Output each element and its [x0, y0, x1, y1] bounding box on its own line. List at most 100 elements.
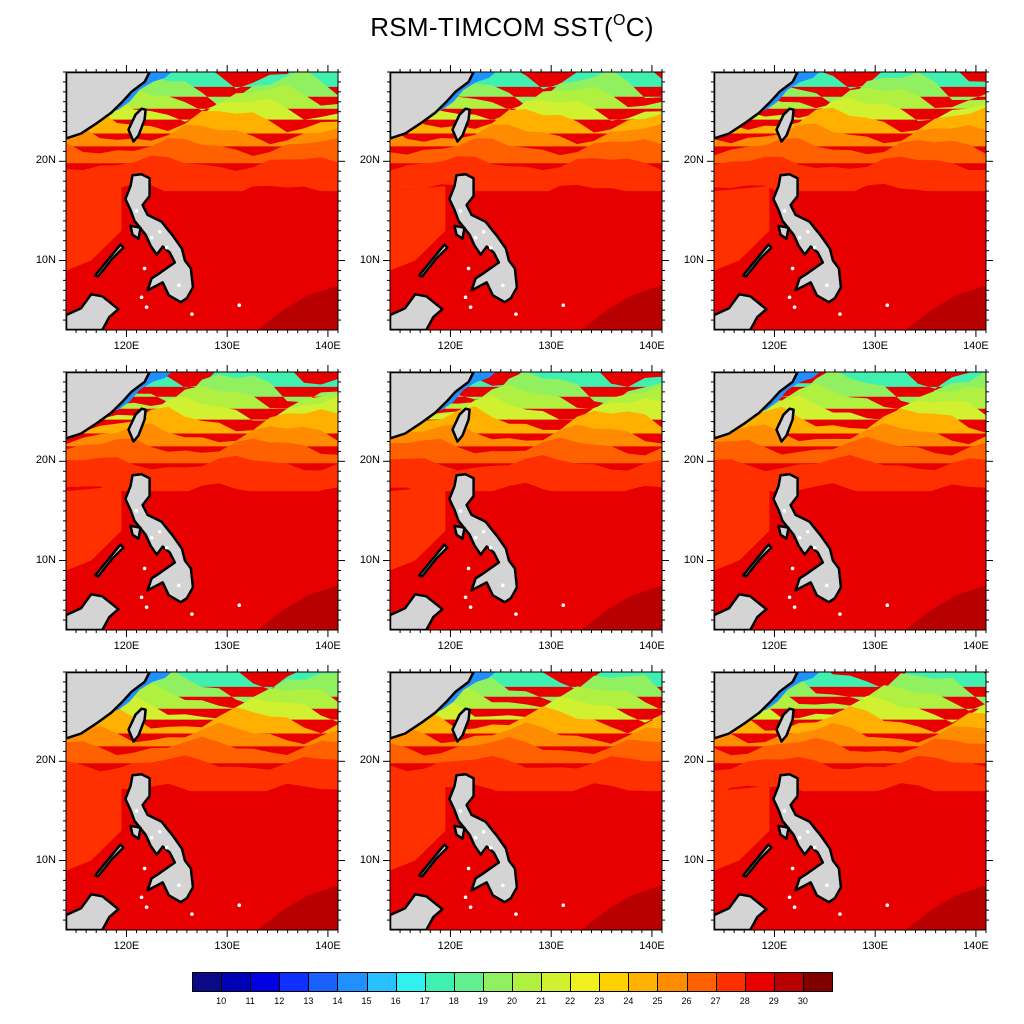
longitude-label: 130E: [538, 640, 565, 652]
island: [144, 905, 149, 909]
longitude-label: 140E: [315, 640, 341, 652]
mindoro: [129, 524, 142, 540]
south-china-sea: [390, 486, 446, 571]
china-coast: [66, 72, 151, 140]
latitude-label: 20N: [35, 754, 56, 767]
island: [466, 866, 471, 871]
sst-field: [383, 365, 669, 637]
mindoro: [777, 224, 790, 240]
colorbar-box: [424, 972, 455, 992]
colorbar-label: 13: [303, 996, 314, 1006]
sst-band: [714, 436, 986, 464]
sst-map-panel: 20N 10N 120E 130E 140E: [360, 65, 669, 352]
colorbar-box: [221, 972, 252, 992]
taiwan: [127, 707, 147, 743]
taiwan: [451, 707, 471, 743]
latitude-label: 20N: [359, 454, 380, 467]
taiwan: [775, 407, 795, 443]
palawan: [417, 543, 449, 578]
latitude-label: 10N: [35, 553, 56, 566]
island: [782, 209, 787, 213]
longitude-label: 120E: [113, 340, 140, 352]
colorbar-label: 21: [536, 996, 547, 1006]
sst-band: [66, 672, 338, 706]
colorbar-box: [541, 972, 572, 992]
island: [177, 583, 181, 588]
colorbar-box: [715, 972, 746, 992]
island: [481, 229, 486, 234]
island: [149, 835, 154, 840]
sst-map-panel: 20N 10N 120E 130E 140E: [36, 665, 345, 952]
island: [144, 605, 149, 609]
latitude-label: 10N: [683, 553, 704, 566]
china-coast: [66, 672, 151, 740]
warm-pool: [581, 885, 662, 930]
south-china-sea: [66, 486, 122, 571]
colorbar-box: [279, 972, 310, 992]
island: [164, 545, 169, 550]
colorbar-box: [570, 972, 601, 992]
colorbar-label: 12: [274, 996, 285, 1006]
borneo: [714, 293, 768, 330]
island: [142, 866, 147, 871]
china-coast: [390, 672, 475, 740]
colorbar-label: 15: [361, 996, 372, 1006]
south-china-sea: [390, 186, 446, 271]
longitude-label: 140E: [963, 940, 989, 952]
island: [501, 283, 505, 288]
philippines: [448, 172, 519, 304]
sst-band: [390, 737, 662, 764]
colorbar-label: 28: [739, 996, 750, 1006]
island: [458, 509, 463, 513]
taiwan: [127, 107, 147, 143]
island: [473, 535, 478, 540]
south-china-sea: [66, 786, 122, 871]
island: [134, 809, 139, 813]
warm-pool: [581, 285, 662, 330]
longitude-label: 120E: [761, 340, 788, 352]
island: [805, 529, 810, 534]
sst-field: [707, 365, 993, 637]
sst-band: [390, 84, 662, 110]
mindoro: [777, 524, 790, 540]
palawan: [741, 843, 773, 878]
longitude-label: 130E: [862, 340, 889, 352]
colorbar-label: 19: [477, 996, 488, 1006]
latitude-label: 10N: [359, 553, 380, 566]
borneo: [390, 293, 444, 330]
colorbar-box: [628, 972, 659, 992]
sst-field: [59, 65, 345, 337]
colorbar-label: 22: [565, 996, 576, 1006]
china-coast: [714, 372, 799, 440]
borneo: [66, 293, 120, 330]
colorbar-label: 25: [652, 996, 663, 1006]
island: [790, 866, 795, 871]
sst-band: [714, 684, 986, 711]
longitude-label: 120E: [437, 640, 464, 652]
island: [838, 312, 842, 316]
borneo: [66, 593, 120, 630]
warm-pool: [581, 585, 662, 630]
longitude-label: 140E: [963, 640, 989, 652]
island: [157, 829, 162, 834]
island: [885, 303, 890, 307]
colorbar-label: 16: [390, 996, 401, 1006]
philippines: [124, 172, 195, 304]
sst-map-panel: 20N 10N 120E 130E 140E: [360, 665, 669, 952]
colorbar-box: [657, 972, 688, 992]
sst-band: [66, 385, 338, 409]
island: [501, 883, 505, 888]
island: [805, 229, 810, 234]
island: [885, 603, 890, 607]
colorbar-label: 18: [448, 996, 459, 1006]
island: [473, 835, 478, 840]
palawan: [93, 243, 125, 278]
south-china-sea: [66, 186, 122, 271]
island: [164, 245, 169, 250]
warm-pool: [905, 285, 986, 330]
sst-field: [383, 65, 669, 337]
borneo: [390, 593, 444, 630]
island: [797, 835, 802, 840]
taiwan: [451, 407, 471, 443]
sst-band: [66, 722, 338, 747]
